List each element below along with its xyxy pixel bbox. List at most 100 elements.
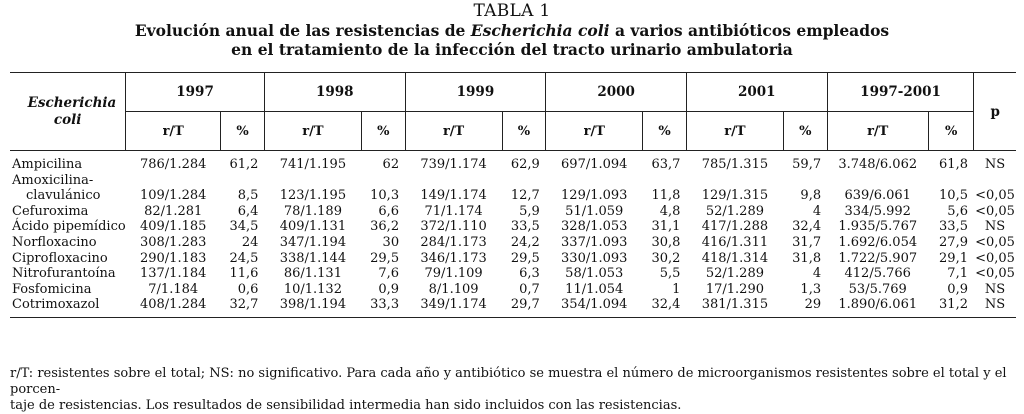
percent-value: 31,7 [792, 234, 822, 250]
pct-header: % [642, 111, 687, 151]
resistant-over-total: 409/1.185 [139, 219, 207, 235]
percent-value: 29,5 [510, 250, 540, 266]
p-value: NS [984, 281, 1006, 297]
resistant-over-total: 398/1.194 [264, 297, 362, 318]
resistant-over-total: 79/1.109 [424, 266, 483, 282]
year-header: 2001 [686, 72, 828, 112]
resistant-over-total: 10/1.132 [283, 281, 342, 297]
percent-value: 62,9 [510, 157, 540, 172]
resistant-over-total: 51/1.059 [565, 203, 624, 219]
percent-value: 1 [672, 281, 681, 297]
percent-value: 24,5 [229, 250, 259, 266]
resistant-over-total: 785/1.315 [701, 157, 769, 172]
resistant-over-total: 337/1.093 [561, 234, 628, 250]
resistant-over-total: 1.935/5.767 [838, 219, 918, 235]
table-title: Evolución anual de las resistencias de E… [0, 21, 1024, 59]
drug-name: Cotrimoxazol [10, 297, 126, 318]
resistant-over-total: 334/5.992 [844, 203, 911, 219]
resistant-over-total: 739/1.174 [420, 157, 487, 172]
drug-name: Norfloxacino [12, 234, 97, 250]
p-value: NS [973, 297, 1016, 318]
resistant-over-total: 3.748/6.062 [838, 157, 918, 172]
percent-value: 30,8 [651, 234, 681, 250]
title-organism: Escherichia coli [470, 21, 610, 40]
percent-value: 29,5 [370, 250, 400, 266]
percent-value: 0,6 [237, 281, 259, 297]
percent-value: 59,7 [792, 157, 822, 172]
resistant-over-total: 137/1.184 [139, 266, 207, 282]
empty-cell [221, 173, 265, 189]
drug-name-part: clavulánico [26, 188, 101, 204]
percent-value: 61,2 [229, 157, 259, 172]
table-row: Norfloxacino 308/1.283 24 347/1.194 30 284/1.… [10, 235, 1016, 251]
percent-value: 32,4 [642, 297, 687, 318]
resistant-over-total: 338/1.144 [279, 250, 347, 266]
table-row: Ácido pipemídico 409/1.185 34,5 409/1.131 36… [10, 219, 1016, 235]
percent-value: 11,6 [229, 266, 259, 282]
resistant-over-total: 416/1.311 [701, 234, 769, 250]
table-row: clavulánico 109/1.284 8,5 123/1.195 10,3 149/… [10, 188, 1016, 204]
table-body: Ampicilina 786/1.284 61,2 741/1.195 62 739/1.… [10, 151, 1016, 318]
p-value: NS [984, 157, 1006, 172]
percent-value: 61,8 [939, 157, 968, 172]
resistant-over-total: 290/1.183 [139, 250, 207, 266]
percent-value: 6,4 [237, 203, 259, 219]
drug-name-continued: clavulánico [10, 188, 126, 204]
percent-value: 31,8 [792, 250, 822, 266]
percent-value: 6,6 [378, 203, 400, 219]
resistant-over-total: 109/1.284 [139, 188, 207, 204]
p-value: NS [984, 219, 1006, 235]
table-row: Amoxicilina- [10, 173, 1016, 189]
empty-cell [126, 173, 221, 189]
percent-value: 11,8 [651, 188, 681, 204]
resistant-over-total: 347/1.194 [279, 234, 347, 250]
title-line-2: en el tratamiento de la infección del tr… [231, 40, 793, 59]
resistant-over-total: 58/1.053 [565, 266, 624, 282]
percent-value: 33,5 [510, 219, 540, 235]
resistant-over-total: 11/1.054 [565, 281, 624, 297]
resistant-over-total: 372/1.110 [420, 219, 487, 235]
rt-header: r/T [545, 111, 644, 151]
empty-cell [686, 173, 783, 189]
p-header: p [973, 72, 1016, 151]
year-header: 1999 [405, 72, 547, 112]
footnote-line: r/T: resistentes sobre el total; NS: no … [10, 366, 1007, 397]
empty-cell [974, 173, 1016, 189]
resistant-over-total: 129/1.093 [561, 188, 628, 204]
empty-cell [264, 173, 361, 189]
percent-value: 30,2 [651, 250, 681, 266]
percent-value: 29 [783, 297, 828, 318]
rt-header: r/T [125, 111, 222, 151]
percent-value: 4 [812, 203, 822, 219]
percent-value: 8,5 [237, 188, 259, 204]
pct-header: % [502, 111, 547, 151]
drug-name: Nitrofurantoína [12, 266, 116, 282]
year-header: 1997 [125, 72, 265, 112]
title-part: Evolución anual de las resistencias de [134, 21, 471, 40]
p-value: <0,05 [975, 266, 1015, 282]
percent-value: 9,8 [800, 188, 822, 204]
percent-value: 30 [382, 234, 400, 250]
resistant-over-total: 786/1.284 [139, 157, 207, 172]
resistance-table: Escherichia coli 1997 1998 1999 2000 200… [10, 72, 1016, 318]
resistant-over-total: 8/1.109 [428, 281, 479, 297]
resistant-over-total: 1.890/6.061 [827, 297, 929, 318]
percent-value: 5,9 [519, 203, 540, 219]
resistant-over-total: 408/1.284 [125, 297, 221, 318]
resistant-over-total: 52/1.289 [705, 266, 764, 282]
resistant-over-total: 354/1.094 [545, 297, 643, 318]
rt-header: r/T [827, 111, 929, 151]
percent-value: 63,7 [651, 157, 681, 172]
table-number: TABLA 1 [473, 1, 551, 21]
resistant-over-total: 346/1.173 [420, 250, 487, 266]
resistant-over-total: 86/1.131 [283, 266, 342, 282]
percent-value: 5,5 [659, 266, 681, 282]
pct-header: % [928, 111, 975, 151]
drug-name: Ácido pipemídico [12, 219, 126, 235]
resistant-over-total: 308/1.283 [139, 234, 207, 250]
percent-value: 27,9 [939, 234, 968, 250]
percent-value: 33,5 [939, 219, 968, 235]
table-row: Ciprofloxacino 290/1.183 24,5 338/1.144 29,5… [10, 251, 1016, 267]
percent-value: 34,5 [229, 219, 259, 235]
percent-value: 7,6 [378, 266, 400, 282]
